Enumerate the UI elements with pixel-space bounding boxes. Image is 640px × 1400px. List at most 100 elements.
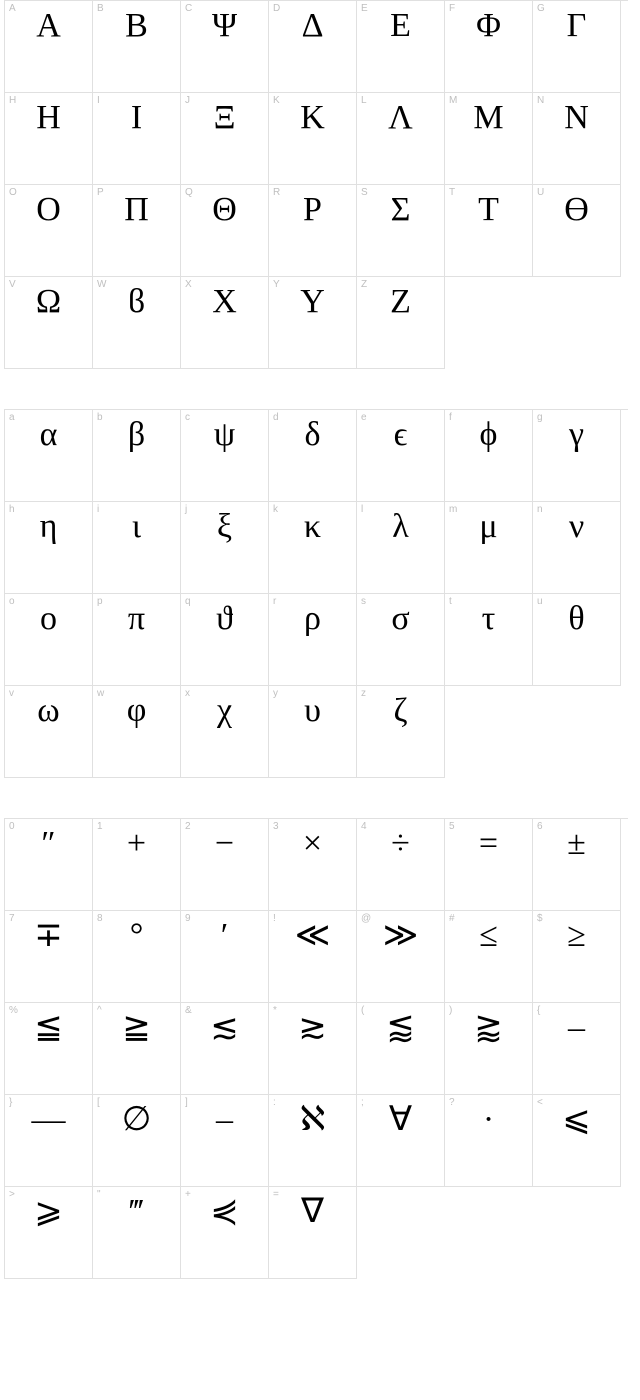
glyph-cell: DΔ (269, 1, 357, 93)
glyph-cell: ^≧ (93, 1003, 181, 1095)
glyph-cell: cψ (181, 410, 269, 502)
glyph-cell: nν (533, 502, 621, 594)
glyph-cell-glyph: Ν (533, 101, 620, 135)
glyph-cell: 9′ (181, 911, 269, 1003)
glyph-cell-glyph: · (445, 1103, 532, 1137)
glyph-cell: QΘ (181, 185, 269, 277)
glyph-cell-glyph: κ (269, 510, 356, 544)
glyph-cell: dδ (269, 410, 357, 502)
glyph-cell: xχ (181, 686, 269, 778)
glyph-cell-glyph: Ε (357, 9, 444, 43)
glyph-cell: =∇ (269, 1187, 357, 1279)
glyph-cell: ZΖ (357, 277, 445, 369)
glyph-cell-glyph: ± (533, 827, 620, 861)
glyph-cell-glyph: α (5, 418, 92, 452)
glyph-cell-glyph: ≧ (93, 1011, 180, 1045)
glyph-cell-glyph: – (181, 1103, 268, 1137)
glyph-cell: AΑ (5, 1, 93, 93)
glyph-cell-glyph: ο (5, 602, 92, 636)
glyph-cell: FΦ (445, 1, 533, 93)
glyph-cell: ]– (181, 1095, 269, 1187)
glyph-cell: 0″ (5, 819, 93, 911)
glyph-cell: Uϴ (533, 185, 621, 277)
glyph-cell-glyph: Τ (445, 193, 532, 227)
glyph-cell-glyph: ℵ (269, 1103, 356, 1137)
glyph-cell-glyph: – (533, 1011, 620, 1045)
glyph-cell-glyph: γ (533, 418, 620, 452)
glyph-cell: 7∓ (5, 911, 93, 1003)
glyph-cell-glyph: ≦ (5, 1011, 92, 1045)
glyph-cell: SΣ (357, 185, 445, 277)
glyph-cell: :ℵ (269, 1095, 357, 1187)
glyph-cell: VΩ (5, 277, 93, 369)
glyph-cell: rρ (269, 594, 357, 686)
glyph-cell-glyph: Ι (93, 101, 180, 135)
glyph-section-symbols: 0″1+2−3×4÷5=6±7∓8°9′!≪@≫#≤$≥%≦^≧&≲*≳(⪅)⪆… (4, 818, 628, 1279)
glyph-cell-glyph: θ (533, 602, 620, 636)
glyph-cell: IΙ (93, 93, 181, 185)
glyph-cell: RΡ (269, 185, 357, 277)
glyph-cell-glyph: υ (269, 694, 356, 728)
glyph-cell-glyph: ι (93, 510, 180, 544)
glyph-cell: 1+ (93, 819, 181, 911)
glyph-cell: {– (533, 1003, 621, 1095)
glyph-cell: TΤ (445, 185, 533, 277)
glyph-cell-glyph: π (93, 602, 180, 636)
glyph-cell: PΠ (93, 185, 181, 277)
glyph-cell-glyph: Ο (5, 193, 92, 227)
glyph-cell-glyph: ∅ (93, 1103, 180, 1137)
glyph-cell-glyph: × (269, 827, 356, 861)
glyph-cell: OΟ (5, 185, 93, 277)
glyph-cell-glyph: ϴ (533, 193, 620, 227)
glyph-cell: BΒ (93, 1, 181, 93)
glyph-cell-glyph: ⋞ (181, 1195, 268, 1229)
glyph-cell-glyph: Η (5, 101, 92, 135)
glyph-cell-glyph: λ (357, 510, 444, 544)
glyph-cell-glyph: β (93, 418, 180, 452)
glyph-cell: aα (5, 410, 93, 502)
glyph-cell-glyph: Δ (269, 9, 356, 43)
glyph-cell-glyph: ⩾ (5, 1195, 92, 1229)
glyph-cell: }— (5, 1095, 93, 1187)
glyph-cell: bβ (93, 410, 181, 502)
glyph-cell-glyph: ϕ (445, 418, 532, 452)
glyph-cell-glyph: ψ (181, 418, 268, 452)
glyph-cell: 5= (445, 819, 533, 911)
glyph-cell: iι (93, 502, 181, 594)
glyph-cell-glyph: = (445, 827, 532, 861)
glyph-cell-glyph: η (5, 510, 92, 544)
glyph-cell-glyph: Ζ (357, 285, 444, 319)
glyph-cell: hη (5, 502, 93, 594)
glyph-cell-glyph: ° (93, 919, 180, 953)
glyph-cell: *≳ (269, 1003, 357, 1095)
glyph-cell: <⩽ (533, 1095, 621, 1187)
glyph-cell-glyph: Μ (445, 101, 532, 135)
glyph-cell: gγ (533, 410, 621, 502)
glyph-cell-glyph: ρ (269, 602, 356, 636)
glyph-cell: Wϐ (93, 277, 181, 369)
glyph-cell: mμ (445, 502, 533, 594)
glyph-cell-glyph: ≪ (269, 919, 356, 953)
glyph-cell: jξ (181, 502, 269, 594)
glyph-cell-glyph: ≳ (269, 1011, 356, 1045)
glyph-cell: (⪅ (357, 1003, 445, 1095)
glyph-cell-glyph: ∇ (269, 1195, 356, 1229)
glyph-cell-glyph: — (5, 1103, 92, 1137)
glyph-cell: >⩾ (5, 1187, 93, 1279)
glyph-section-lowercase: aαbβcψdδeϵfϕgγhηiιjξkκlλmμnνoοpπqϑrρsσtτ… (4, 409, 628, 778)
glyph-cell: ?· (445, 1095, 533, 1187)
glyph-cell-glyph: Β (93, 9, 180, 43)
glyph-cell: 4÷ (357, 819, 445, 911)
glyph-cell-glyph: ω (5, 694, 92, 728)
glyph-cell-glyph: Λ (357, 101, 444, 135)
glyph-cell: 2− (181, 819, 269, 911)
glyph-cell: zζ (357, 686, 445, 778)
glyph-cell-glyph: ≥ (533, 919, 620, 953)
glyph-cell: &≲ (181, 1003, 269, 1095)
glyph-cell: ;∀ (357, 1095, 445, 1187)
glyph-cell: EΕ (357, 1, 445, 93)
glyph-cell-glyph: Π (93, 193, 180, 227)
glyph-cell: HΗ (5, 93, 93, 185)
glyph-cell-glyph: φ (93, 694, 180, 728)
glyph-cell-glyph: ζ (357, 694, 444, 728)
